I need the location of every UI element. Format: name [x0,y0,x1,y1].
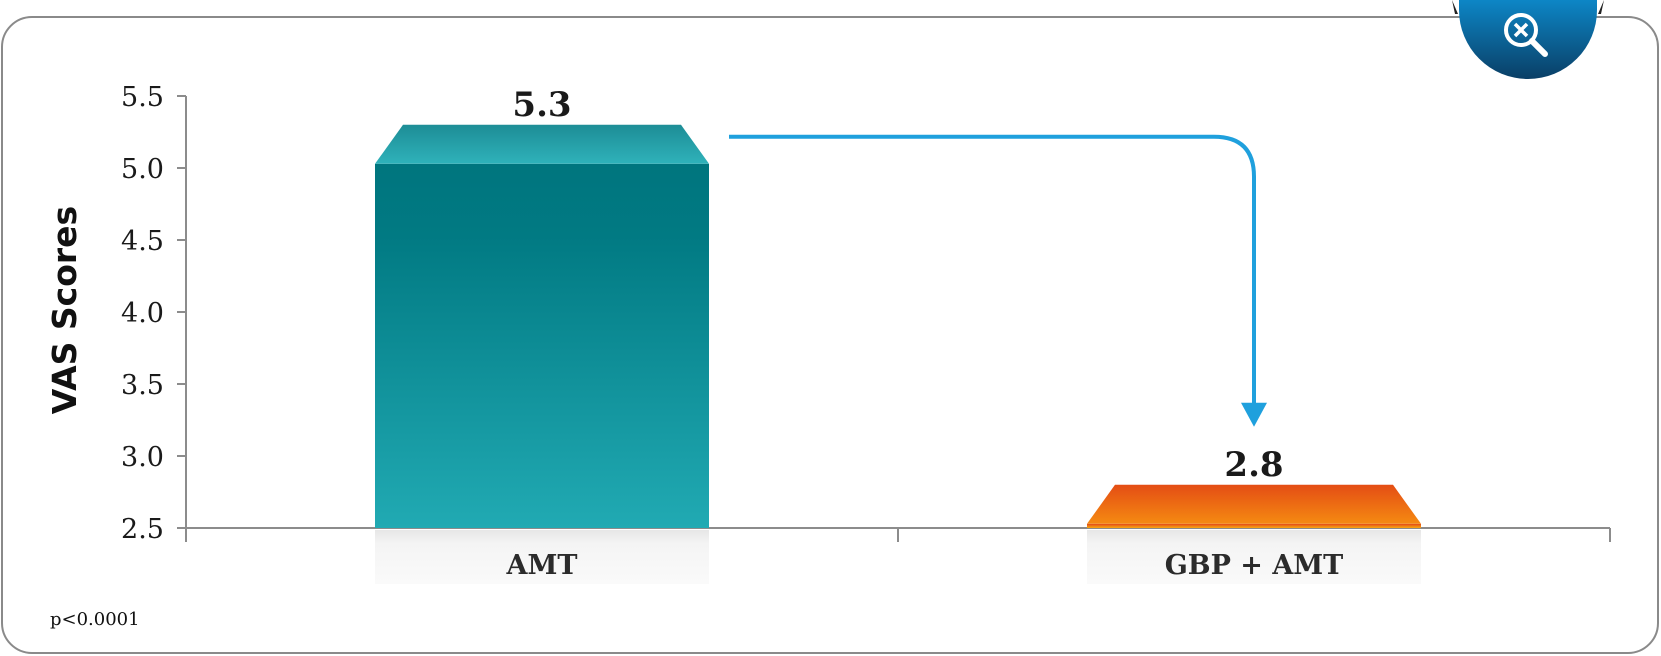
reduction-arrow [729,134,1267,427]
y-tick-label: 5.5 [121,82,164,113]
zoom-out-icon [1504,13,1548,57]
category-label: AMT [506,550,578,581]
y-tick-label: 4.5 [121,226,164,257]
p-value-annotation: p<0.0001 [50,609,140,630]
y-tick-label: 3.0 [121,442,164,473]
zoom-button-bg [1459,0,1597,79]
y-tick-label: 2.5 [121,514,164,545]
bar-reflection [1087,530,1421,584]
bar-value-label: 5.3 [512,85,571,125]
y-tick-label: 3.5 [121,370,164,401]
bar-top [375,124,709,164]
bars: 5.3 AMT 2.8 GBP + AMT [375,85,1421,584]
category-label: GBP + AMT [1165,550,1344,581]
y-axis-title: VAS Scores [45,206,84,414]
arrow-head [1241,402,1267,427]
y-tick-label: 5.0 [121,154,164,185]
bar-value-label: 2.8 [1224,445,1283,485]
arrow-line [729,134,1256,407]
zoom-button[interactable] [1452,0,1604,79]
bar-reflection [375,530,709,584]
bar-top [1087,484,1421,524]
bar-amt: 5.3 AMT [375,85,709,584]
y-tick-label: 4.0 [121,298,164,329]
bar-front [375,163,709,529]
bar-gbp-amt: 2.8 GBP + AMT [1087,445,1421,584]
bar-front [1087,523,1421,528]
